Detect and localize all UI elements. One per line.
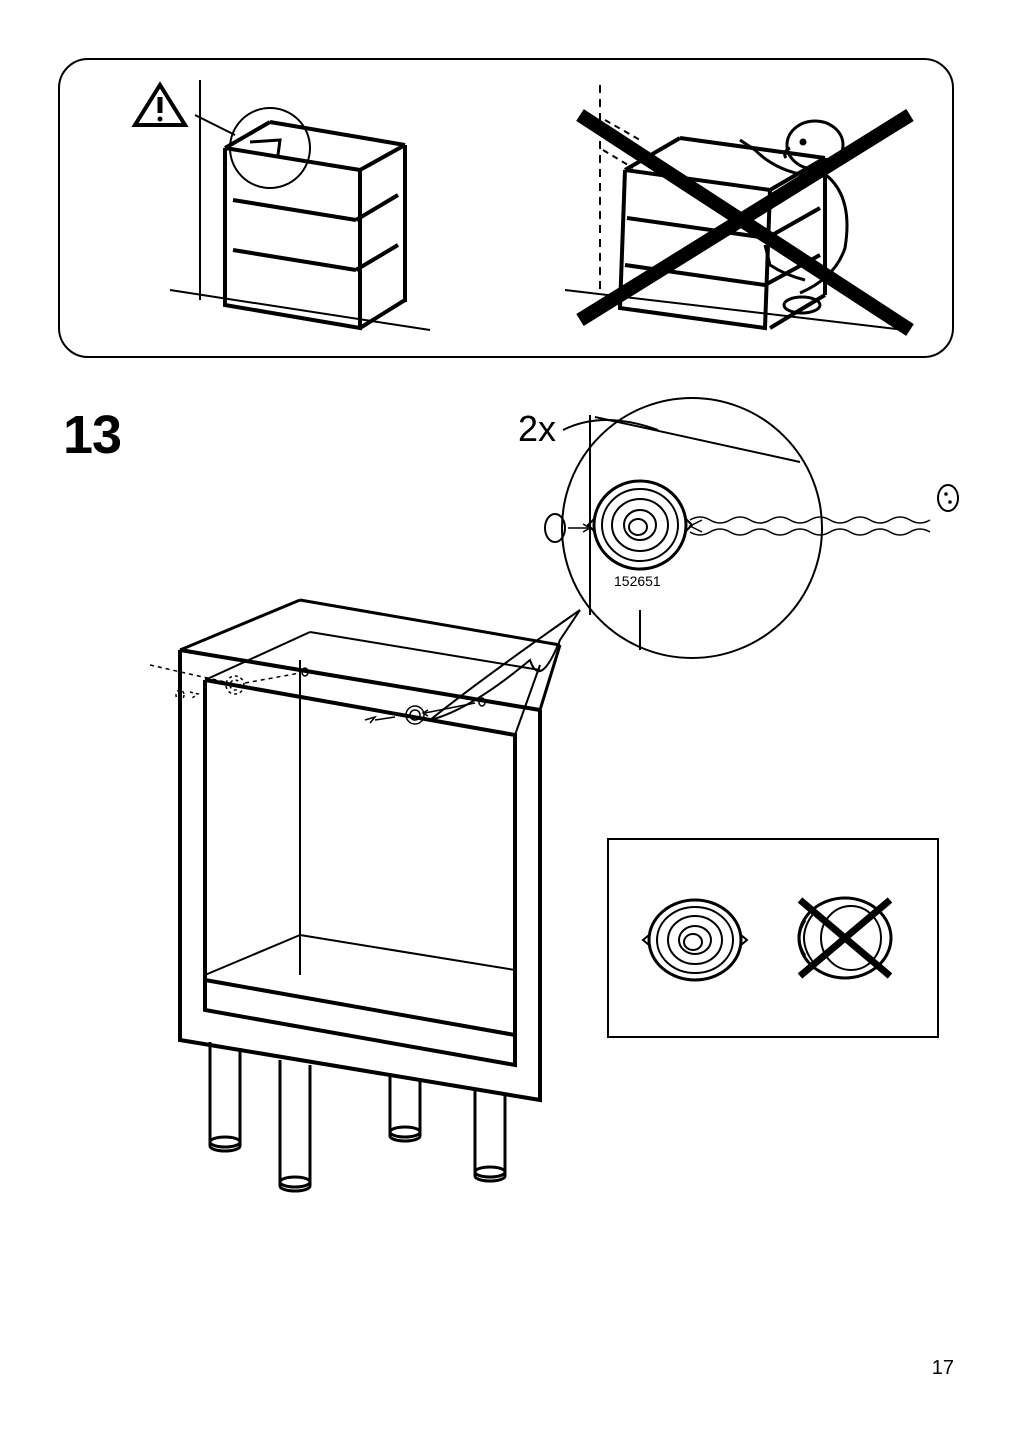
step-illustration [0,380,1012,1200]
part-number: 152651 [614,573,661,589]
instruction-page: 13 2x [0,0,1012,1432]
page-number: 17 [932,1357,954,1380]
correct-anchor-illustration [135,80,430,330]
warning-panel-illustration [60,60,956,360]
warning-panel [58,58,954,358]
incorrect-climb-illustration [565,85,910,330]
